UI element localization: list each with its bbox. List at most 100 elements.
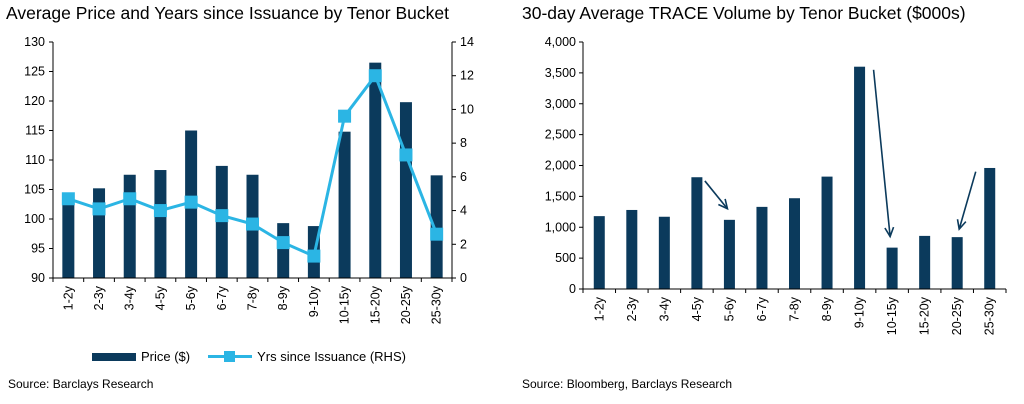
arrow-annotation [958,171,977,230]
years-marker [246,217,259,231]
volume-bar [984,167,996,289]
y-tick-label: 105 [24,183,45,197]
y-tick-label: 95 [31,242,45,256]
y-tick-label: 120 [24,94,45,108]
arrow-annotation-head [956,219,967,231]
volume-y-tick-label: 3,500 [545,66,576,80]
volume-y-tick-label: 1,000 [545,220,576,234]
y-tick-label: 130 [24,35,45,49]
y2-tick-label: 14 [460,35,474,49]
arrow-annotation-head [718,198,729,211]
x-tick-label: 9-10y [307,285,321,317]
volume-y-tick-label: 1,500 [545,189,576,203]
y-tick-label: 125 [24,65,45,79]
years-marker [276,236,290,250]
right-chart-title: 30-day Average TRACE Volume by Tenor Buc… [522,3,966,23]
volume-x-tick-label: 15-20y [918,296,932,335]
arrow-annotation [704,180,729,210]
right-source-note: Source: Bloomberg, Barclays Research [522,377,733,391]
years-marker [92,202,106,216]
volume-x-tick-label: 7-8y [788,296,802,321]
years-marker [61,192,75,206]
volume-bar [951,237,963,289]
volume-x-tick-label: 4-5y [690,296,704,321]
volume-x-tick-label: 2-3y [625,296,639,321]
years-marker [338,109,352,123]
price-bar [123,174,136,278]
volume-bar [789,198,800,289]
y-tick-label: 115 [25,124,45,138]
volume-bar [821,176,833,289]
price-bar [399,102,412,279]
x-tick-label: 6-7y [215,285,229,310]
volume-x-tick-label: 3-4y [657,296,671,321]
volume-bar [626,209,638,289]
y-tick-label: 100 [24,212,45,226]
left-chart-title: Average Price and Years since Issuance b… [6,3,449,23]
years-marker [123,192,137,206]
x-tick-label: 5-6y [184,285,198,310]
x-tick-label: 15-20y [368,285,382,324]
legend-line-label: Yrs since Issuance (RHS) [257,349,406,364]
volume-bar [886,247,898,289]
volume-y-tick-label: 0 [569,282,576,296]
x-tick-label: 10-15y [338,285,352,324]
volume-bar [854,66,866,289]
y2-tick-label: 8 [460,136,467,150]
price-bar [369,62,382,279]
y-tick-label: 110 [25,153,45,167]
volume-x-tick-label: 1-2y [592,296,606,321]
legend-bar-swatch [92,352,136,361]
left-legend: Price ($) Yrs since Issuance (RHS) [92,349,406,364]
volume-x-tick-label: 6-7y [755,296,769,321]
legend-line-swatch [208,350,253,364]
volume-bar [593,216,605,289]
years-marker [430,227,444,241]
volume-x-tick-label: 10-15y [885,296,899,335]
volume-y-tick-label: 3,000 [545,97,576,111]
volume-bar [691,177,703,289]
y2-tick-label: 4 [460,204,467,218]
y2-tick-label: 2 [460,237,467,251]
volume-y-tick-label: 2,500 [545,128,576,142]
x-tick-label: 4-5y [153,285,167,310]
years-marker [184,195,198,209]
left-source-note: Source: Barclays Research [8,377,154,391]
y-tick-label: 90 [31,271,45,285]
x-tick-label: 7-8y [246,285,260,310]
volume-bar [658,216,670,289]
y2-tick-label: 10 [460,102,474,116]
years-marker [307,249,321,263]
x-tick-label: 3-4y [123,285,137,310]
x-tick-label: 1-2y [61,285,75,310]
volume-x-tick-label: 5-6y [722,296,736,321]
price-bar [430,175,443,278]
volume-x-tick-label: 25-30y [983,296,997,335]
volume-x-tick-label: 20-25y [950,296,964,335]
price-bar [277,223,290,278]
volume-y-tick-label: 4,000 [545,35,576,49]
x-tick-label: 25-30y [430,285,444,324]
x-tick-label: 8-9y [276,285,290,310]
arrow-annotation [872,69,891,237]
volume-y-tick-label: 500 [555,251,576,265]
x-tick-label: 2-3y [92,285,106,310]
years-marker [153,204,167,218]
volume-bar [756,206,768,289]
price-bar [62,197,75,278]
volume-x-tick-label: 8-9y [820,296,834,321]
volume-x-tick-label: 9-10y [853,296,867,328]
y2-tick-label: 12 [460,69,474,83]
price-bar [93,188,106,278]
years-marker [368,69,382,83]
y2-tick-label: 6 [460,170,467,184]
price-bar [154,170,167,278]
years-marker [399,148,413,162]
volume-y-tick-label: 2,000 [545,159,576,173]
legend-bar-label: Price ($) [141,349,191,364]
volume-bar [723,219,735,289]
y2-tick-label: 0 [460,271,467,285]
arrow-annotation-head [884,226,895,239]
years-marker [215,209,229,223]
